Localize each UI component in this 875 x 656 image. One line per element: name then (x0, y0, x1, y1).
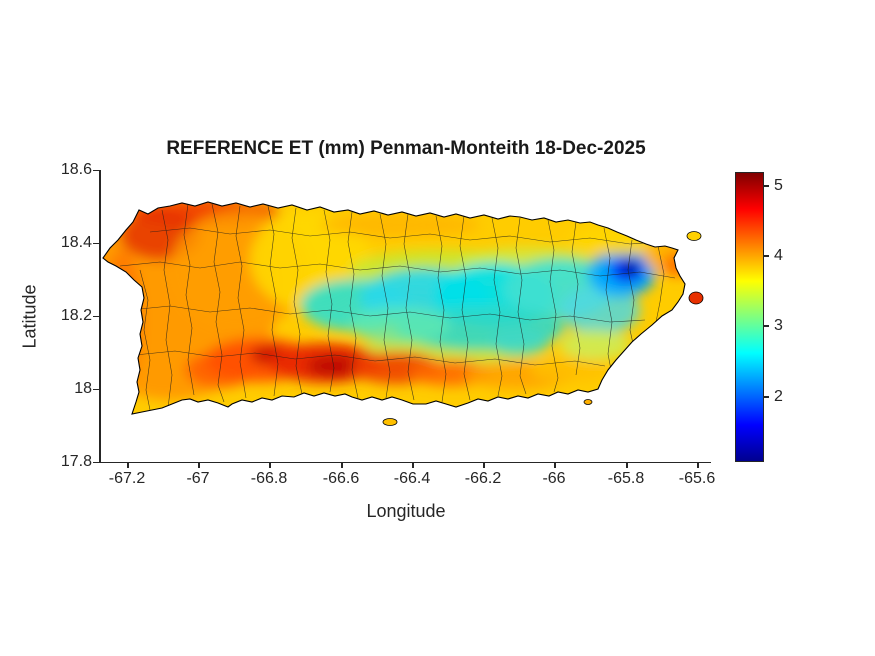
x-tick-label: -65.8 (607, 470, 645, 487)
x-tick-mark (341, 462, 343, 468)
island-coastline (102, 201, 686, 415)
x-tick-label: -65.6 (678, 470, 716, 487)
y-tick-label: 18.2 (60, 307, 92, 324)
islet-south (382, 418, 398, 426)
heatmap-plot-area (100, 170, 710, 462)
y-tick-mark (93, 169, 100, 171)
y-tick-mark (93, 315, 100, 317)
y-tick-mark (93, 242, 100, 244)
chart-title: REFERENCE ET (mm) Penman-Monteith 18-Dec… (166, 138, 646, 159)
y-tick-label: 18 (74, 380, 92, 397)
x-axis-line (99, 461, 711, 463)
y-tick-label: 17.8 (60, 453, 92, 470)
colorbar-tick-mark (764, 185, 769, 187)
x-tick-mark (412, 462, 414, 468)
x-tick-label: -66.6 (322, 470, 360, 487)
x-tick-mark (626, 462, 628, 468)
x-tick-label: -66 (542, 470, 566, 487)
x-tick-mark (269, 462, 271, 468)
colorbar-tick-label: 5 (774, 177, 783, 194)
y-tick-label: 18.4 (60, 234, 92, 251)
y-axis-label: Latitude (19, 284, 40, 349)
x-tick-mark (554, 462, 556, 468)
y-tick-mark (93, 461, 100, 463)
x-tick-mark (198, 462, 200, 468)
x-tick-mark (483, 462, 485, 468)
islet-northeast (686, 231, 702, 241)
colorbar-tick-mark (764, 255, 769, 257)
x-axis-label: Longitude (366, 501, 446, 521)
colorbar-tick-label: 4 (774, 247, 783, 264)
colorbar-tick-mark (764, 325, 769, 327)
colorbar-tick-mark (764, 396, 769, 398)
x-tick-label: -67.2 (108, 470, 146, 487)
x-tick-label: -66.8 (250, 470, 288, 487)
municipality-boundaries (119, 203, 676, 411)
colorbar-tick-label: 2 (774, 388, 783, 405)
y-tick-label: 18.6 (60, 161, 92, 178)
colorbar (735, 172, 764, 462)
islet-east (688, 291, 704, 305)
x-tick-mark (697, 462, 699, 468)
y-tick-mark (93, 388, 100, 390)
x-tick-mark (127, 462, 129, 468)
x-tick-label: -66.4 (393, 470, 431, 487)
x-tick-label: -67 (186, 470, 210, 487)
x-tick-label: -66.2 (464, 470, 502, 487)
puerto-rico-et-map (102, 201, 704, 426)
islet-southeast (583, 399, 593, 405)
colorbar-tick-label: 3 (774, 317, 783, 334)
